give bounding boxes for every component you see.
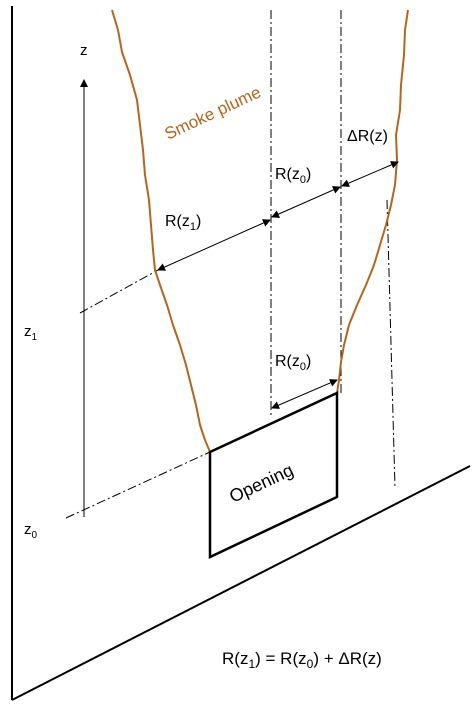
wall-bottom-edge bbox=[11, 465, 471, 701]
plume-boundary-right bbox=[336, 9, 409, 394]
level-label-z1: z1 bbox=[24, 323, 38, 343]
label-r-z0-upper: R(z0) bbox=[275, 166, 311, 186]
opening bbox=[208, 391, 339, 559]
radius-arrow-z0-upper bbox=[271, 186, 341, 218]
level-line-z0 bbox=[65, 451, 211, 519]
level-line-z1 bbox=[79, 269, 159, 314]
label-delta-r: ΔR(z) bbox=[347, 128, 388, 145]
plume-boundary-left bbox=[111, 9, 211, 453]
radius-arrow-z0-lower bbox=[271, 379, 338, 409]
level-label-z0: z0 bbox=[24, 521, 38, 541]
label-r-z1: R(z1) bbox=[165, 213, 201, 233]
radius-arrow-z1 bbox=[157, 219, 271, 271]
label-r-z0-lower: R(z0) bbox=[275, 353, 311, 373]
delta-r-arrow bbox=[341, 161, 399, 187]
equation: R(z1) = R(z0) + ΔR(z) bbox=[222, 649, 382, 671]
reference-line-far-right bbox=[386, 199, 396, 489]
z-axis-label: z bbox=[80, 42, 88, 59]
smoke-plume-label: Smoke plume bbox=[162, 82, 264, 143]
